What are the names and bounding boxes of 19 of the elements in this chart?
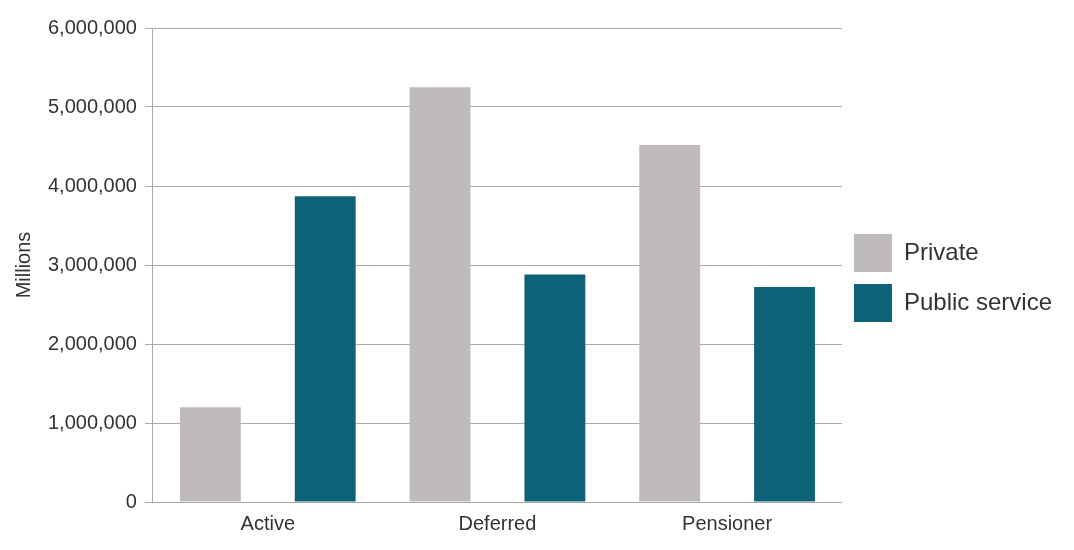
bar [754, 287, 815, 502]
x-tick-label: Pensioner [682, 511, 773, 534]
y-axis-title: Millions [11, 231, 34, 299]
y-tick-label: 5,000,000 [47, 94, 137, 117]
y-tick-label: 4,000,000 [47, 173, 137, 196]
bar [294, 196, 356, 502]
y-tick-label: 3,000,000 [47, 252, 137, 275]
y-tick-label: 1,000,000 [47, 410, 137, 433]
y-tick-label: 2,000,000 [47, 331, 137, 354]
bar [524, 274, 586, 502]
bar [409, 87, 471, 502]
x-tick-label: Active [240, 511, 296, 534]
bar [179, 407, 241, 502]
x-tick-label: Deferred [458, 511, 537, 534]
legend-label: Private [903, 237, 979, 265]
y-tick-label: 0 [125, 489, 137, 512]
y-tick-label: 6,000,000 [47, 15, 137, 38]
legend-label: Public service [903, 287, 1053, 315]
bar [639, 144, 701, 502]
